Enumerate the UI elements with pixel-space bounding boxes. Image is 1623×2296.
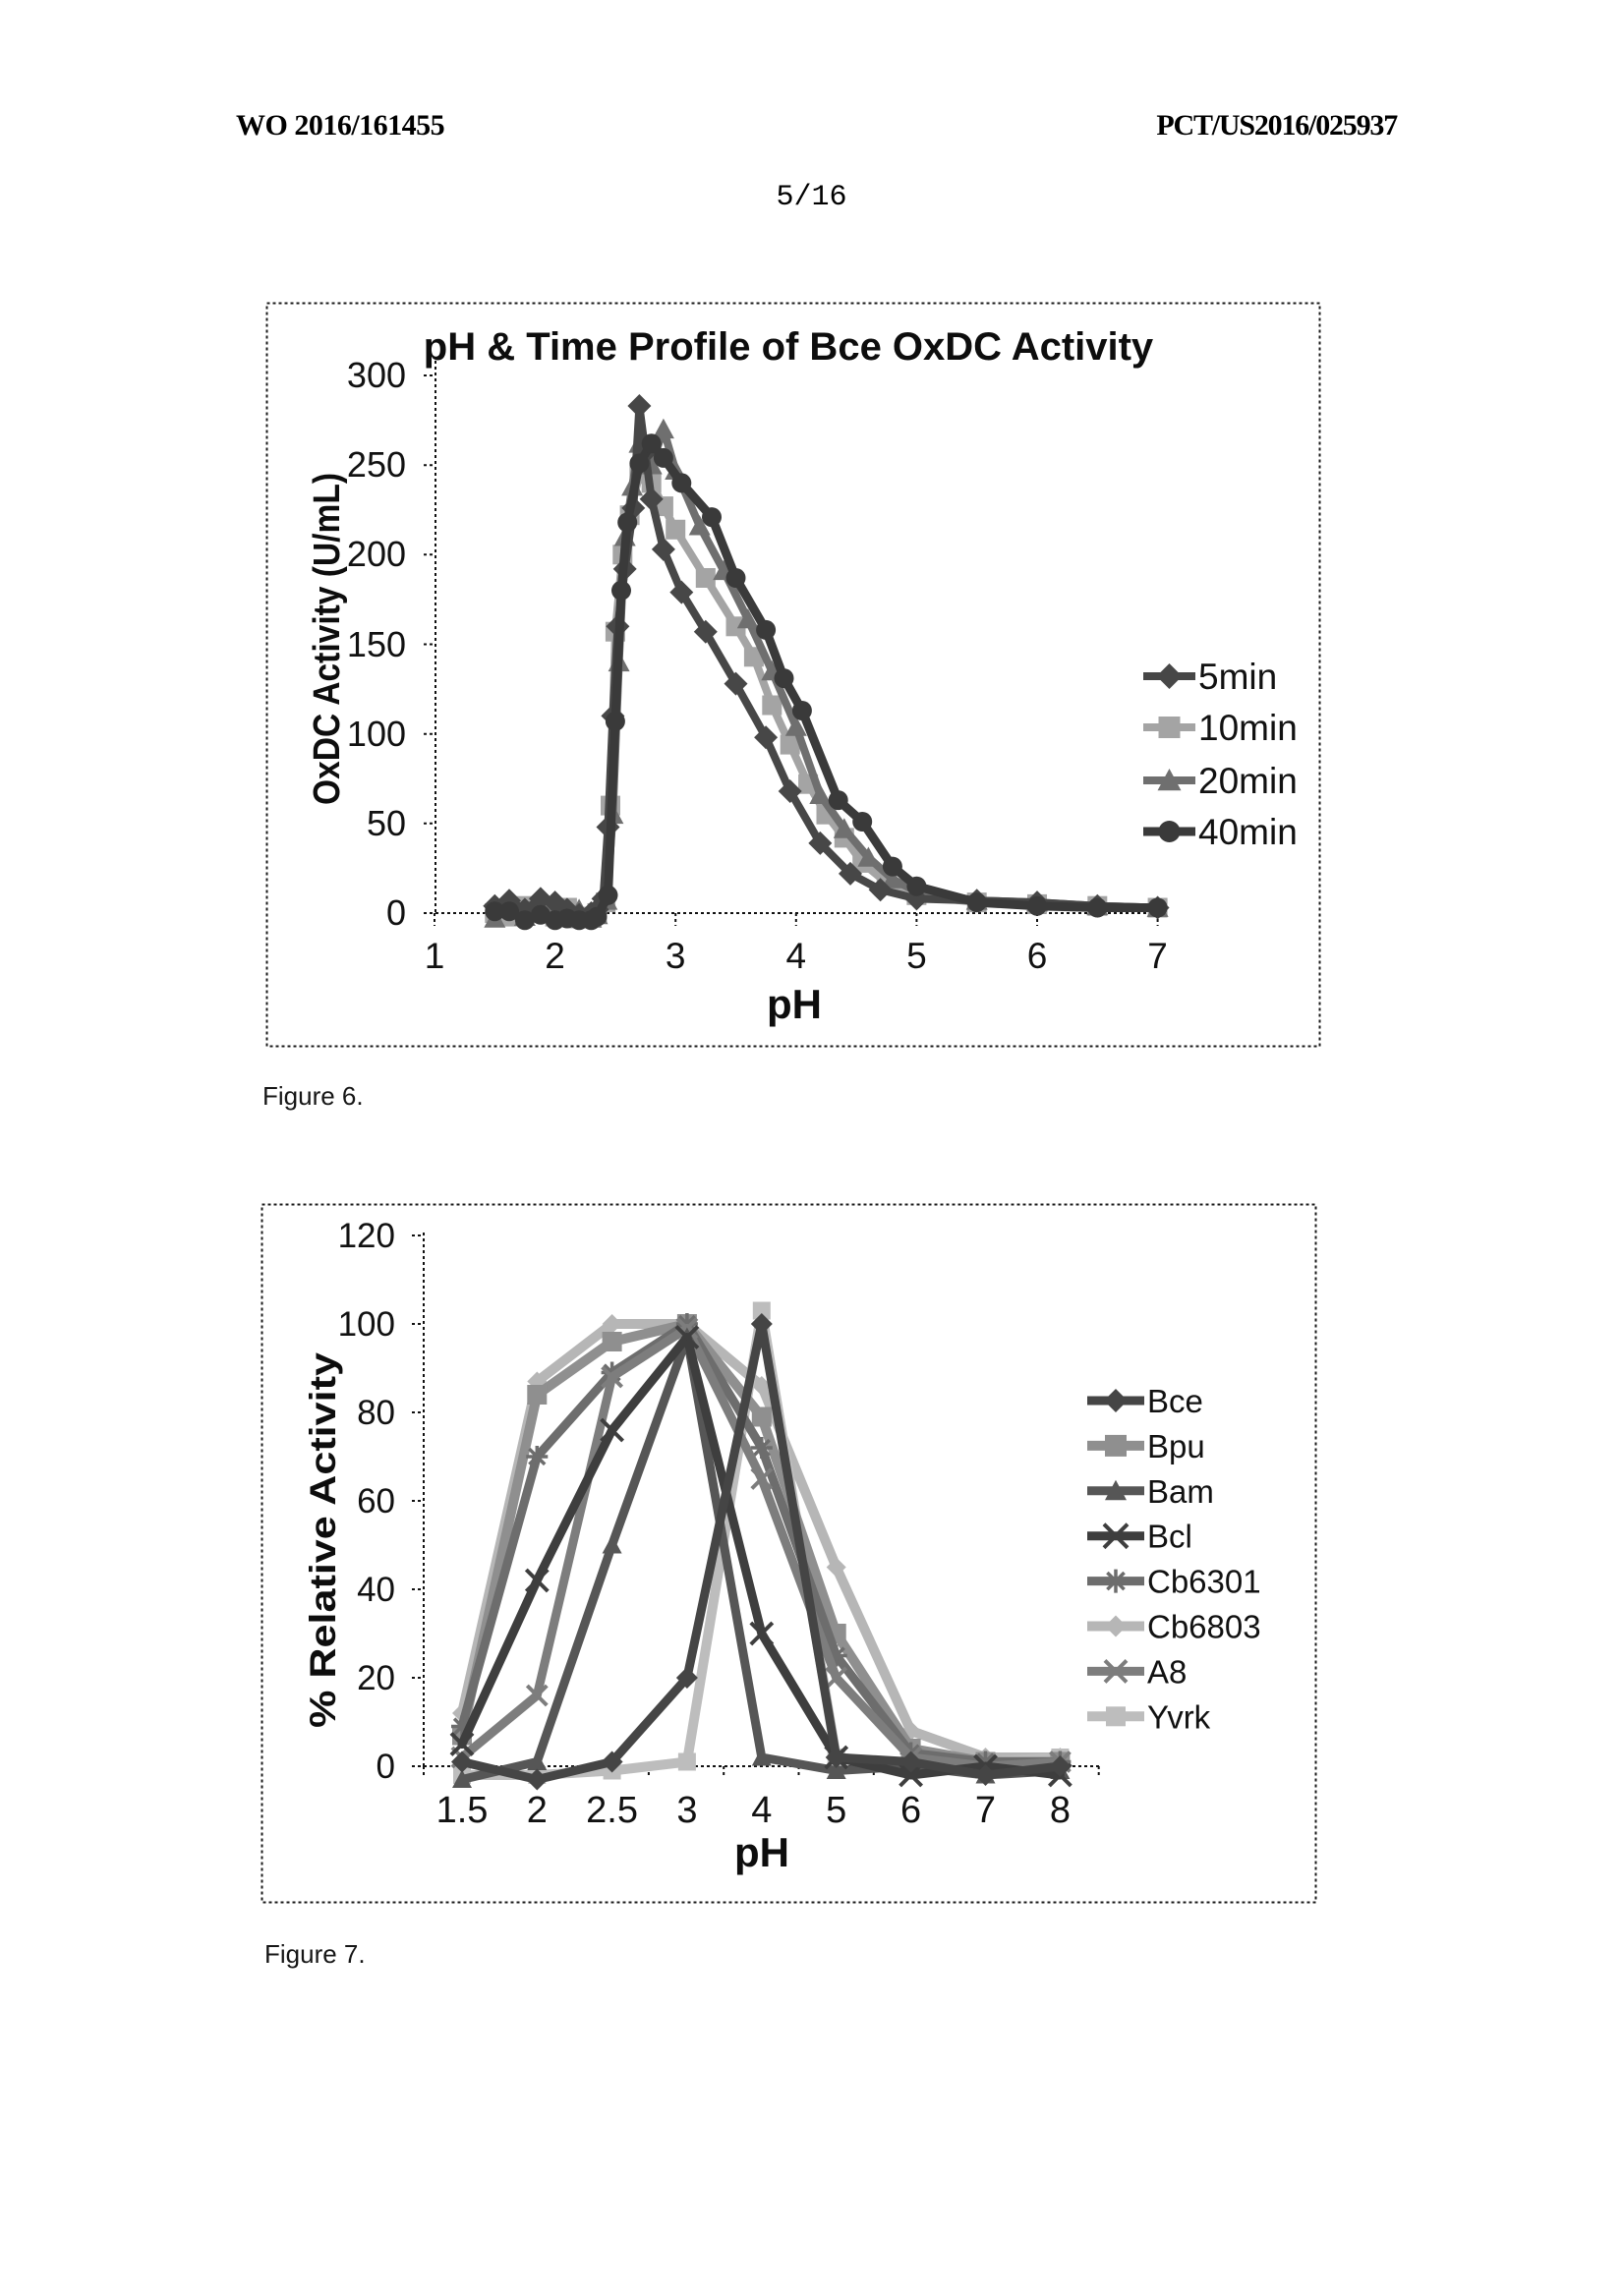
svg-text:Yvrk: Yvrk xyxy=(1147,1698,1211,1735)
svg-text:7: 7 xyxy=(1147,936,1168,976)
svg-text:5: 5 xyxy=(826,1790,846,1831)
svg-text:3: 3 xyxy=(666,936,686,976)
svg-text:Bpu: Bpu xyxy=(1147,1428,1205,1464)
svg-text:6: 6 xyxy=(900,1790,921,1831)
svg-text:50: 50 xyxy=(367,803,406,843)
svg-text:2: 2 xyxy=(545,936,565,976)
svg-text:150: 150 xyxy=(347,624,406,664)
svg-text:Cb6301: Cb6301 xyxy=(1147,1564,1261,1600)
svg-text:pH & Time Profile of Bce OxDC: pH & Time Profile of Bce OxDC Activity xyxy=(424,325,1154,369)
svg-text:Bam: Bam xyxy=(1147,1473,1214,1510)
svg-text:120: 120 xyxy=(338,1217,395,1255)
svg-text:100: 100 xyxy=(338,1305,395,1344)
svg-text:300: 300 xyxy=(347,355,406,395)
svg-text:1.5: 1.5 xyxy=(436,1790,489,1831)
svg-text:40: 40 xyxy=(357,1571,395,1609)
svg-text:6: 6 xyxy=(1027,936,1048,976)
svg-text:Bcl: Bcl xyxy=(1147,1519,1192,1555)
svg-text:20min: 20min xyxy=(1198,761,1298,801)
svg-text:% Relative Activity: % Relative Activity xyxy=(303,1352,343,1728)
svg-text:A8: A8 xyxy=(1147,1653,1187,1690)
svg-text:8: 8 xyxy=(1050,1790,1071,1831)
svg-text:pH: pH xyxy=(767,981,822,1027)
svg-text:10min: 10min xyxy=(1198,708,1298,748)
svg-text:4: 4 xyxy=(786,936,807,976)
svg-text:pH: pH xyxy=(734,1829,789,1875)
svg-text:7: 7 xyxy=(975,1790,996,1831)
svg-text:Bce: Bce xyxy=(1147,1383,1203,1419)
svg-text:3: 3 xyxy=(676,1790,697,1831)
svg-text:250: 250 xyxy=(347,444,406,485)
svg-text:1: 1 xyxy=(425,936,445,976)
svg-text:2: 2 xyxy=(527,1790,548,1831)
svg-text:0: 0 xyxy=(386,892,406,933)
svg-text:20: 20 xyxy=(357,1659,395,1697)
svg-text:60: 60 xyxy=(357,1482,395,1521)
svg-text:100: 100 xyxy=(347,714,406,754)
svg-text:Cb6803: Cb6803 xyxy=(1147,1609,1261,1645)
svg-text:2.5: 2.5 xyxy=(586,1790,638,1831)
svg-text:5: 5 xyxy=(906,936,927,976)
svg-text:0: 0 xyxy=(377,1748,395,1786)
svg-text:OxDC Activity (U/mL): OxDC Activity (U/mL) xyxy=(307,473,348,805)
svg-text:80: 80 xyxy=(357,1394,395,1432)
svg-text:5min: 5min xyxy=(1198,657,1277,697)
svg-text:200: 200 xyxy=(347,534,406,574)
svg-text:4: 4 xyxy=(751,1790,772,1831)
svg-text:40min: 40min xyxy=(1198,812,1298,852)
